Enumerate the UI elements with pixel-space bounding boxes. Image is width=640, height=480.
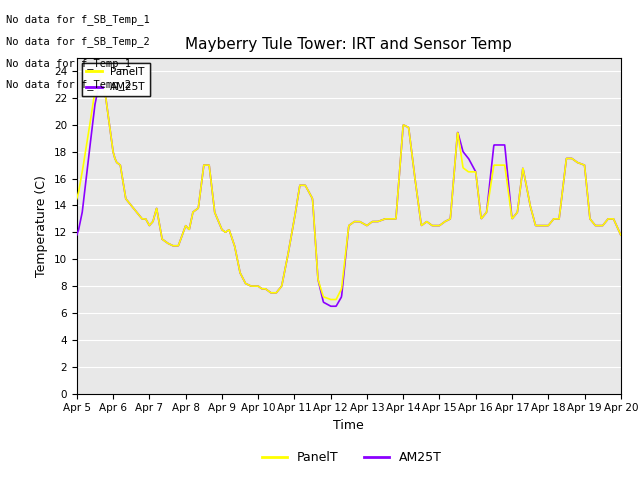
Text: No data for f_SB_Temp_2: No data for f_SB_Temp_2 [6, 36, 150, 47]
Legend: PanelT, AM25T: PanelT, AM25T [257, 446, 447, 469]
Text: No data for f_Temp_2: No data for f_Temp_2 [6, 79, 131, 90]
Text: No data for f_Temp_1: No data for f_Temp_1 [6, 58, 131, 69]
X-axis label: Time: Time [333, 419, 364, 432]
Text: No data for f_SB_Temp_1: No data for f_SB_Temp_1 [6, 14, 150, 25]
Y-axis label: Temperature (C): Temperature (C) [35, 175, 48, 276]
Title: Mayberry Tule Tower: IRT and Sensor Temp: Mayberry Tule Tower: IRT and Sensor Temp [186, 37, 512, 52]
Legend: PanelT, AM25T: PanelT, AM25T [82, 63, 150, 96]
